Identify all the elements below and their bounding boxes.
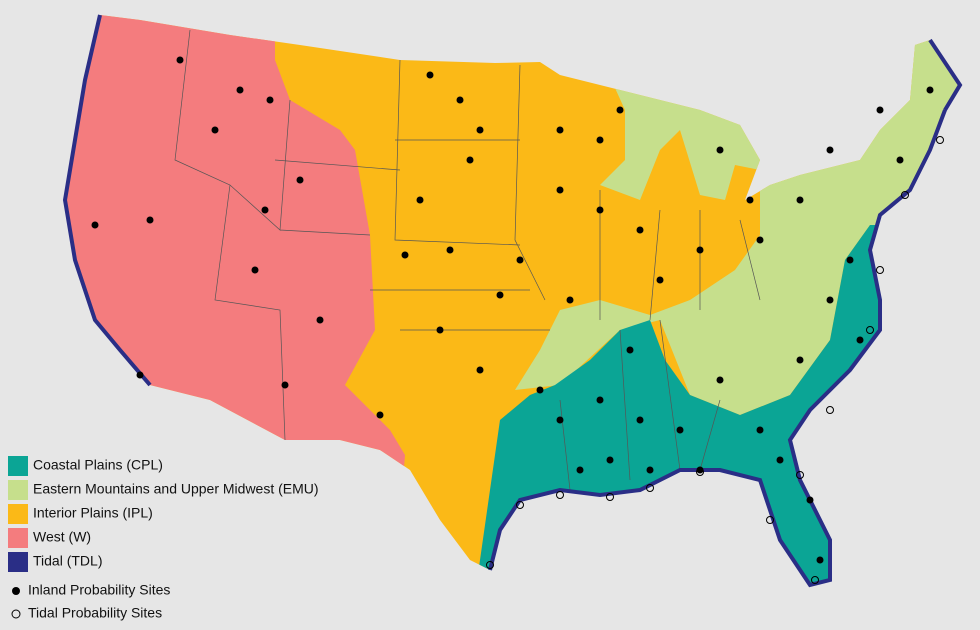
inland-site — [446, 246, 454, 254]
inland-site — [576, 466, 584, 474]
inland-site — [636, 226, 644, 234]
tidal-site — [646, 484, 654, 492]
inland-site — [816, 556, 824, 564]
inland-site — [426, 71, 434, 79]
inland-site — [456, 96, 464, 104]
inland-site — [676, 426, 684, 434]
inland-site — [636, 416, 644, 424]
inland-site — [316, 316, 324, 324]
inland-site — [556, 126, 564, 134]
legend-swatch — [8, 528, 28, 548]
inland-site — [846, 256, 854, 264]
inland-site — [756, 236, 764, 244]
inland-site — [176, 56, 184, 64]
inland-site — [646, 466, 654, 474]
legend-swatch — [8, 504, 28, 524]
tidal-site — [901, 191, 909, 199]
inland-site — [211, 126, 219, 134]
inland-site — [826, 296, 834, 304]
inland-site — [236, 86, 244, 94]
inland-site — [806, 496, 814, 504]
legend-swatch — [8, 456, 28, 476]
legend-tidal-marker — [11, 609, 21, 619]
inland-site — [776, 456, 784, 464]
inland-site — [616, 106, 624, 114]
inland-site — [416, 196, 424, 204]
inland-site — [746, 196, 754, 204]
inland-site — [496, 291, 504, 299]
inland-site — [606, 456, 614, 464]
inland-site — [716, 376, 724, 384]
inland-site — [281, 381, 289, 389]
legend-label: Eastern Mountains and Upper Midwest (EMU… — [33, 481, 319, 497]
tidal-site — [936, 136, 944, 144]
tidal-site — [556, 491, 564, 499]
inland-site — [856, 336, 864, 344]
inland-site — [91, 221, 99, 229]
legend-label: Tidal (TDL) — [33, 553, 103, 569]
inland-site — [716, 146, 724, 154]
inland-site — [896, 156, 904, 164]
legend: Coastal Plains (CPL) Eastern Mountains a… — [8, 456, 319, 621]
state-borders — [174, 29, 761, 491]
legend-inland-marker — [12, 587, 20, 595]
inland-site — [376, 411, 384, 419]
inland-site — [756, 426, 764, 434]
legend-swatch — [8, 552, 28, 572]
tidal-site — [811, 576, 819, 584]
inland-site — [476, 366, 484, 374]
legend-label: West (W) — [33, 529, 91, 545]
inland-site — [696, 466, 704, 474]
inland-site — [261, 206, 269, 214]
tidal-site — [796, 471, 804, 479]
inland-site — [796, 356, 804, 364]
inland-site — [136, 371, 144, 379]
tidal-site — [866, 326, 874, 334]
sites — [91, 56, 944, 584]
legend-label: Coastal Plains (CPL) — [33, 457, 163, 473]
inland-site — [876, 106, 884, 114]
inland-site — [536, 386, 544, 394]
tidal-site — [696, 468, 704, 476]
tidal-site — [876, 266, 884, 274]
inland-site — [656, 276, 664, 284]
inland-site — [796, 196, 804, 204]
inland-site — [466, 156, 474, 164]
legend-swatch — [8, 480, 28, 500]
inland-site — [696, 246, 704, 254]
inland-site — [251, 266, 259, 274]
inland-site — [556, 186, 564, 194]
inland-site — [556, 416, 564, 424]
inland-site — [266, 96, 274, 104]
inland-site — [516, 256, 524, 264]
inland-site — [296, 176, 304, 184]
inland-site — [596, 206, 604, 214]
inland-site — [436, 326, 444, 334]
legend-label: Interior Plains (IPL) — [33, 505, 153, 521]
inland-site — [566, 296, 574, 304]
tidal-site — [606, 493, 614, 501]
inland-site — [596, 136, 604, 144]
inland-site — [146, 216, 154, 224]
inland-site — [626, 346, 634, 354]
inland-site — [826, 146, 834, 154]
legend-label: Tidal Probability Sites — [28, 605, 162, 621]
tidal-site — [486, 561, 494, 569]
tidal-site — [516, 501, 524, 509]
tidal-site — [766, 516, 774, 524]
legend-label: Inland Probability Sites — [28, 582, 170, 598]
inland-site — [596, 396, 604, 404]
inland-site — [926, 86, 934, 94]
inland-site — [401, 251, 409, 259]
tidal-coast — [62, 14, 963, 588]
tidal-site — [826, 406, 834, 414]
inland-site — [476, 126, 484, 134]
